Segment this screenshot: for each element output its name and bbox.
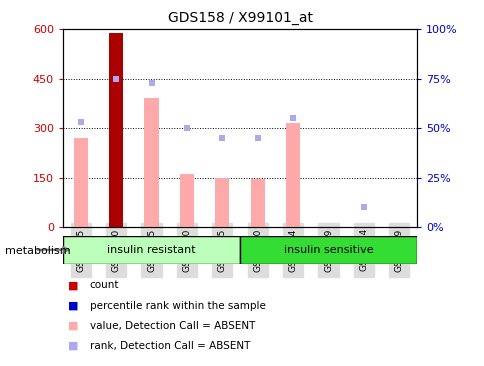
Text: metabolism: metabolism bbox=[5, 246, 70, 256]
Bar bbox=[180, 174, 194, 227]
Bar bbox=[144, 98, 158, 227]
Bar bbox=[109, 33, 123, 227]
Bar bbox=[215, 178, 229, 227]
Text: count: count bbox=[90, 280, 119, 291]
Text: ■: ■ bbox=[68, 300, 78, 311]
Bar bbox=[63, 236, 240, 264]
Text: insulin sensitive: insulin sensitive bbox=[283, 245, 373, 255]
Text: percentile rank within the sample: percentile rank within the sample bbox=[90, 300, 265, 311]
Bar bbox=[240, 236, 416, 264]
Text: value, Detection Call = ABSENT: value, Detection Call = ABSENT bbox=[90, 321, 255, 331]
Text: ■: ■ bbox=[68, 321, 78, 331]
Bar bbox=[250, 179, 264, 227]
Text: insulin resistant: insulin resistant bbox=[107, 245, 196, 255]
Title: GDS158 / X99101_at: GDS158 / X99101_at bbox=[167, 11, 312, 26]
Text: ■: ■ bbox=[68, 341, 78, 351]
Text: ■: ■ bbox=[68, 280, 78, 291]
Bar bbox=[74, 138, 88, 227]
Text: rank, Detection Call = ABSENT: rank, Detection Call = ABSENT bbox=[90, 341, 250, 351]
Bar bbox=[286, 123, 300, 227]
